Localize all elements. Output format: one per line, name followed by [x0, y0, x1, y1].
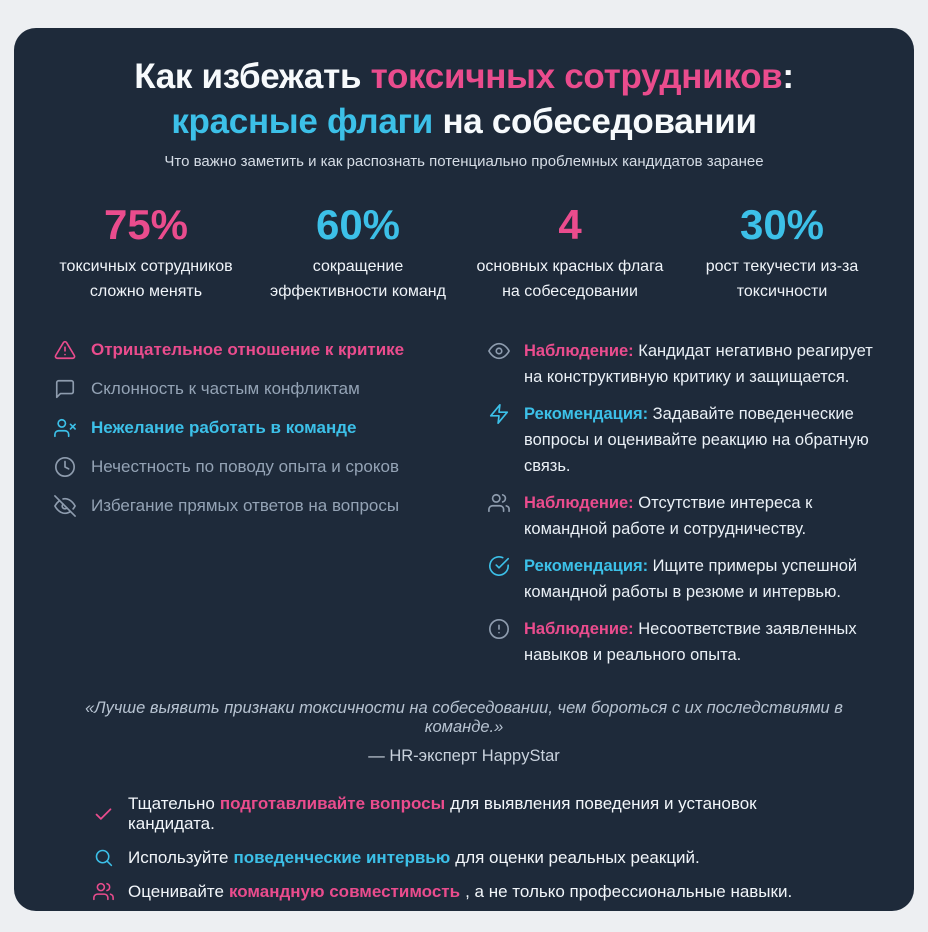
insight-body: Отсутствие интереса к командной работе и… — [524, 494, 813, 538]
insight-label: Рекомендация: — [524, 557, 649, 575]
alert-circle-icon — [488, 618, 510, 640]
checklist-prefix: Оценивайте — [128, 881, 224, 901]
title-line2-suffix: на собеседовании — [433, 102, 757, 141]
list-item: Наблюдение: Отсутствие интереса к команд… — [488, 490, 884, 542]
list-item: Отрицательное отношение к критике — [54, 338, 460, 362]
stat-value: 75% — [103, 201, 189, 248]
title-line1-suffix: : — [782, 57, 794, 96]
insight-label: Наблюдение: — [524, 342, 634, 360]
eye-icon — [488, 340, 510, 362]
title-line1-highlight: токсичных сотрудников — [370, 57, 783, 96]
insight-body: Несоответствие заявленных навыков и реал… — [524, 620, 857, 664]
stat-label: основных красных флага на собеседовании — [476, 258, 664, 300]
checklist-suffix: для выявления поведения и установок канд… — [128, 794, 757, 833]
list-item: Оценивайте командную совместимость, а не … — [93, 881, 835, 902]
insight-text: Наблюдение: Несоответствие заявленных на… — [524, 616, 884, 668]
title-line2-highlight: красные флаги — [171, 102, 434, 141]
warning-triangle-icon — [54, 339, 76, 361]
stat-label: токсичных сотрудников сложно менять — [59, 258, 233, 300]
checklist-highlight: командную совместимость — [228, 881, 461, 901]
eye-off-icon — [54, 495, 76, 517]
insight-text: Рекомендация: Задавайте поведенческие во… — [524, 401, 884, 479]
list-item: Используйте поведенческие интервью для оце… — [93, 847, 835, 868]
checklist: Тщательно подготавливайте вопросы для выяв… — [93, 794, 835, 911]
checklist-highlight: поведенческие интервью — [233, 847, 451, 867]
clock-icon — [54, 456, 76, 478]
list-item: Нежелание работать в команде — [54, 416, 460, 440]
stat-turnover-growth: 30% рост текучести из-за токсичности — [676, 202, 888, 304]
red-flag-text: Нежелание работать в команде — [91, 418, 357, 437]
check-circle-icon — [488, 555, 510, 577]
checklist-text: Используйте поведенческие интервью для оце… — [128, 848, 700, 868]
checklist-highlight: подготавливайте вопросы — [219, 794, 446, 813]
content-columns: Отрицательное отношение к критике Склонн… — [40, 338, 888, 679]
infographic-card: Как избежать токсичных сотрудников: крас… — [14, 28, 914, 911]
checklist-prefix: Используйте — [128, 847, 229, 867]
quote-text: «Лучше выявить признаки токсичности на с… — [85, 699, 843, 736]
insight-text: Наблюдение: Отсутствие интереса к команд… — [524, 490, 884, 542]
insight-text: Рекомендация: Ищите примеры успешной ком… — [524, 553, 884, 605]
stat-value: 60% — [315, 201, 401, 248]
insight-label: Рекомендация: — [524, 405, 649, 423]
page-title: Как избежать токсичных сотрудников: крас… — [40, 54, 888, 144]
insight-label: Наблюдение: — [524, 620, 634, 638]
list-item: Избегание прямых ответов на вопросы — [54, 494, 460, 518]
chat-bubble-icon — [54, 378, 76, 400]
title-line1-prefix: Как избежать — [134, 57, 371, 96]
insight-label: Наблюдение: — [524, 494, 634, 512]
red-flag-text: Отрицательное отношение к критике — [91, 340, 405, 359]
insight-body: Ищите примеры успешной командной работы … — [524, 557, 858, 601]
red-flag-text: Нечестность по поводу опыта и сроков — [91, 457, 399, 476]
stat-red-flags-count: 4 основных красных флага на собеседовани… — [464, 202, 676, 304]
list-item: Рекомендация: Ищите примеры успешной ком… — [488, 553, 884, 605]
check-icon — [93, 804, 114, 825]
lightning-icon — [488, 403, 510, 425]
stat-team-efficiency: 60% сокращение эффективности команд — [252, 202, 464, 304]
users-icon — [93, 881, 114, 902]
insights-list: Наблюдение: Кандидат негативно реагирует… — [460, 338, 888, 679]
users-icon — [488, 492, 510, 514]
list-item: Нечестность по поводу опыта и сроков — [54, 455, 460, 479]
insight-body: Задавайте поведенческие вопросы и оценив… — [524, 405, 869, 475]
quote-author: — HR-эксперт HappyStar — [368, 747, 560, 765]
stat-label: рост текучести из-за токсичности — [705, 258, 859, 300]
red-flag-text: Избегание прямых ответов на вопросы — [91, 496, 400, 515]
stat-value: 30% — [739, 201, 825, 248]
checklist-suffix: для оценки реальных реакций. — [455, 847, 700, 867]
stat-value: 4 — [558, 201, 582, 248]
stat-label: сокращение эффективности команд — [270, 258, 446, 300]
red-flags-list: Отрицательное отношение к критике Склонн… — [40, 338, 460, 679]
list-item: Наблюдение: Кандидат негативно реагирует… — [488, 338, 884, 390]
page-subtitle: Что важно заметить и как распознать поте… — [164, 153, 764, 170]
stat-hard-to-change: 75% токсичных сотрудников сложно менять — [40, 202, 252, 304]
list-item: Наблюдение: Несоответствие заявленных на… — [488, 616, 884, 668]
checklist-text: Оценивайте командную совместимость, а не … — [128, 882, 792, 902]
search-icon — [93, 847, 114, 868]
checklist-prefix: Тщательно — [128, 794, 215, 813]
stats-row: 75% токсичных сотрудников сложно менять … — [40, 202, 888, 304]
user-x-icon — [54, 417, 76, 439]
list-item: Тщательно подготавливайте вопросы для выяв… — [93, 794, 835, 834]
list-item: Склонность к частым конфликтам — [54, 377, 460, 401]
checklist-text: Тщательно подготавливайте вопросы для выяв… — [128, 794, 835, 834]
insight-body: Кандидат негативно реагирует на конструк… — [524, 342, 873, 386]
insight-text: Наблюдение: Кандидат негативно реагирует… — [524, 338, 884, 390]
list-item: Рекомендация: Задавайте поведенческие во… — [488, 401, 884, 479]
checklist-suffix: , а не только профессиональные навыки. — [465, 881, 793, 901]
red-flag-text: Склонность к частым конфликтам — [91, 379, 360, 398]
